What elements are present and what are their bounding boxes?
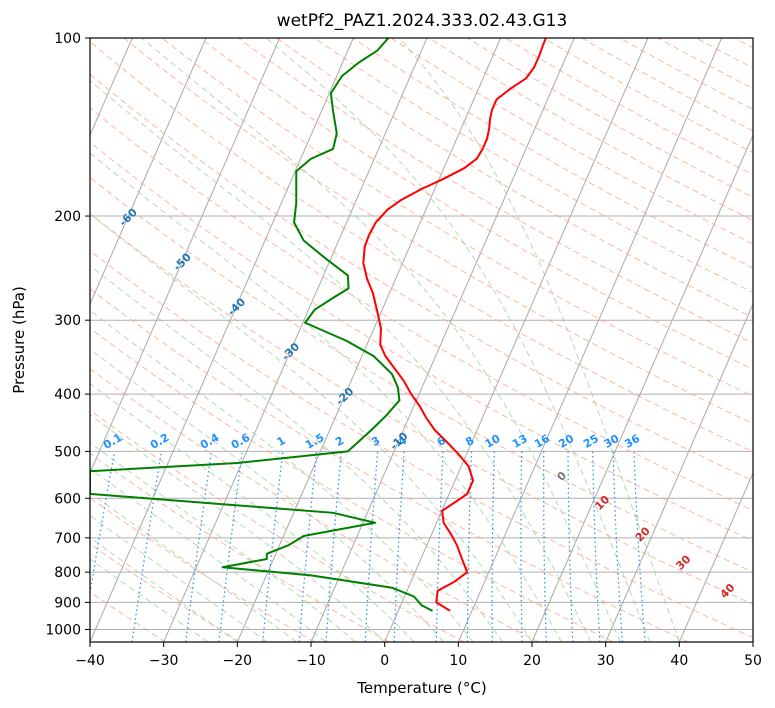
isotherm-line — [310, 38, 575, 642]
moist-adiabat — [90, 537, 238, 642]
moist-adiabat — [90, 441, 356, 642]
isotherm-label: -70 — [62, 161, 85, 184]
mixing-ratio-line — [262, 451, 284, 642]
mixing-ratio-line — [543, 451, 547, 642]
x-tick-label: 0 — [380, 653, 389, 669]
y-tick-label: 500 — [54, 444, 81, 460]
mixing-ratio-line — [633, 451, 646, 642]
dry-adiabat — [238, 38, 753, 344]
dry-adiabat — [123, 38, 753, 425]
x-tick-label: 50 — [744, 653, 762, 669]
y-tick-label: 1000 — [45, 622, 81, 638]
dry-adiabat — [90, 497, 315, 642]
mixing-ratio-line — [185, 451, 213, 642]
dry-adiabat — [90, 327, 614, 642]
y-axis-label: Pressure (hPa) — [10, 286, 28, 394]
x-tick-label: −40 — [75, 653, 105, 669]
dewpoint-line — [90, 38, 434, 612]
mixing-ratio-line — [218, 451, 243, 642]
moist-adiabat — [90, 309, 474, 642]
moist-adiabat — [90, 492, 297, 642]
dry-adiabat — [90, 212, 753, 605]
y-tick-label: 400 — [54, 387, 81, 403]
isotherm-line — [531, 133, 753, 642]
moist-adiabat — [90, 348, 444, 642]
isotherm-line — [0, 38, 59, 642]
isotherm-line — [90, 38, 354, 642]
dry-adiabat — [90, 409, 465, 642]
moist-adiabat — [90, 558, 209, 642]
isotherm-line — [752, 640, 753, 642]
x-tick-label: 40 — [670, 653, 688, 669]
x-tick-label: −20 — [223, 653, 253, 669]
isotherm-line — [90, 38, 281, 475]
y-tick-label: 900 — [54, 595, 81, 611]
mixing-ratio-line — [466, 451, 473, 642]
x-axis-label: Temperature (°C) — [356, 679, 486, 697]
dry-adiabat — [90, 176, 753, 573]
mixing-ratio-line — [325, 451, 343, 642]
moist-adiabat — [90, 383, 415, 642]
mixing-ratio-line — [491, 451, 495, 642]
x-tick-label: 30 — [597, 653, 615, 669]
dry-adiabat — [90, 141, 753, 542]
mixing-ratio-line — [612, 451, 623, 642]
mixing-ratio-line — [520, 451, 523, 642]
mixing-ratio-lines — [90, 451, 646, 642]
moist-adiabat — [90, 213, 533, 642]
x-tick-label: 10 — [449, 653, 467, 669]
moist-adiabat — [265, 38, 651, 642]
mixing-ratio-line — [131, 451, 163, 642]
y-tick-label: 600 — [54, 491, 81, 507]
x-tick-label: −30 — [149, 653, 179, 669]
y-tick-label: 700 — [54, 531, 81, 547]
isotherm-line — [163, 38, 428, 642]
dry-adiabat — [161, 38, 753, 397]
isotherm-line — [384, 38, 649, 642]
mixing-ratio-line — [567, 451, 574, 642]
plot-frame — [89, 37, 754, 643]
y-tick-label: 800 — [54, 565, 81, 581]
isotherm-label: -80 — [8, 116, 31, 139]
mixing-ratio-line — [393, 451, 405, 642]
mixing-ratio-line — [592, 451, 601, 642]
chart-title: wetPf2_PAZ1.2024.333.02.43.G13 — [277, 11, 568, 31]
isotherm-line — [236, 38, 502, 642]
dry-adiabat-lines — [90, 38, 753, 642]
y-tick-label: 300 — [54, 313, 81, 329]
isotherm-lines — [0, 38, 753, 642]
isotherm-line — [90, 38, 207, 306]
moist-adiabat — [90, 79, 592, 642]
isotherm-line — [678, 471, 753, 642]
mixing-ratio-line — [364, 451, 379, 642]
dry-adiabat — [90, 452, 390, 642]
sounding-series — [90, 38, 547, 612]
isotherm-line — [605, 302, 753, 642]
dry-adiabat — [276, 38, 753, 319]
x-tick-label: −10 — [296, 653, 326, 669]
isotherm-line — [457, 38, 723, 642]
dry-adiabat — [90, 107, 753, 512]
y-tick-label: 100 — [54, 31, 81, 47]
y-tick-label: 200 — [54, 209, 81, 225]
moist-adiabat-lines — [90, 38, 680, 642]
x-tick-label: 20 — [523, 653, 541, 669]
temperature-line — [362, 38, 547, 612]
moist-adiabat — [90, 467, 327, 642]
moist-adiabat — [90, 413, 386, 642]
moist-adiabat — [398, 38, 680, 642]
dry-adiabat — [90, 40, 753, 453]
dry-adiabat — [90, 368, 540, 642]
mixing-ratio-line — [298, 451, 318, 642]
mixing-ratio-line — [435, 451, 444, 642]
moist-adiabat — [141, 38, 621, 642]
moist-adiabat — [90, 152, 562, 642]
axes: −40 −30 −20 −10 0 10 20 30 40 50 100 200 300 400 500 60… — [45, 31, 762, 669]
plot-background — [90, 38, 753, 642]
